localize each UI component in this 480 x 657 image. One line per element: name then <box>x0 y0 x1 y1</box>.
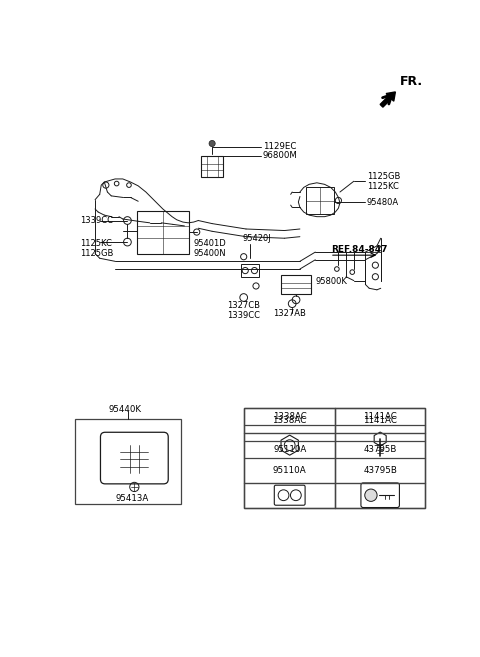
Text: 1338AC: 1338AC <box>273 416 307 424</box>
Text: FR.: FR. <box>400 75 423 88</box>
Text: 1327AB: 1327AB <box>273 309 306 318</box>
Text: 1327CB: 1327CB <box>227 301 260 309</box>
Text: 1338AC: 1338AC <box>273 411 307 420</box>
Text: 95110A: 95110A <box>273 445 306 454</box>
Text: 43795B: 43795B <box>363 466 397 475</box>
Text: 95440K: 95440K <box>109 405 142 414</box>
Text: 95401D: 95401D <box>193 239 227 248</box>
Text: 95413A: 95413A <box>115 494 148 503</box>
Text: 1125KC: 1125KC <box>367 182 399 191</box>
Text: 43795B: 43795B <box>363 445 397 454</box>
FancyArrow shape <box>380 92 396 107</box>
Text: 95400N: 95400N <box>193 249 226 258</box>
Text: 1129EC: 1129EC <box>263 142 296 151</box>
Text: 95110A: 95110A <box>273 466 307 475</box>
Text: 1339CC: 1339CC <box>80 216 113 225</box>
Text: 96800M: 96800M <box>263 151 298 160</box>
Text: 1125KC: 1125KC <box>80 239 111 248</box>
Text: REF.84-847: REF.84-847 <box>331 245 387 254</box>
Text: 1339CC: 1339CC <box>227 311 260 320</box>
Text: 1141AC: 1141AC <box>363 411 397 420</box>
Circle shape <box>209 141 215 147</box>
Text: 95480A: 95480A <box>367 198 399 206</box>
Text: 95800K: 95800K <box>315 277 347 286</box>
Text: 1125GB: 1125GB <box>80 249 113 258</box>
Text: 1125GB: 1125GB <box>367 172 400 181</box>
Text: 1141AC: 1141AC <box>363 416 397 424</box>
Circle shape <box>365 489 377 501</box>
Text: 95420J: 95420J <box>242 234 271 242</box>
